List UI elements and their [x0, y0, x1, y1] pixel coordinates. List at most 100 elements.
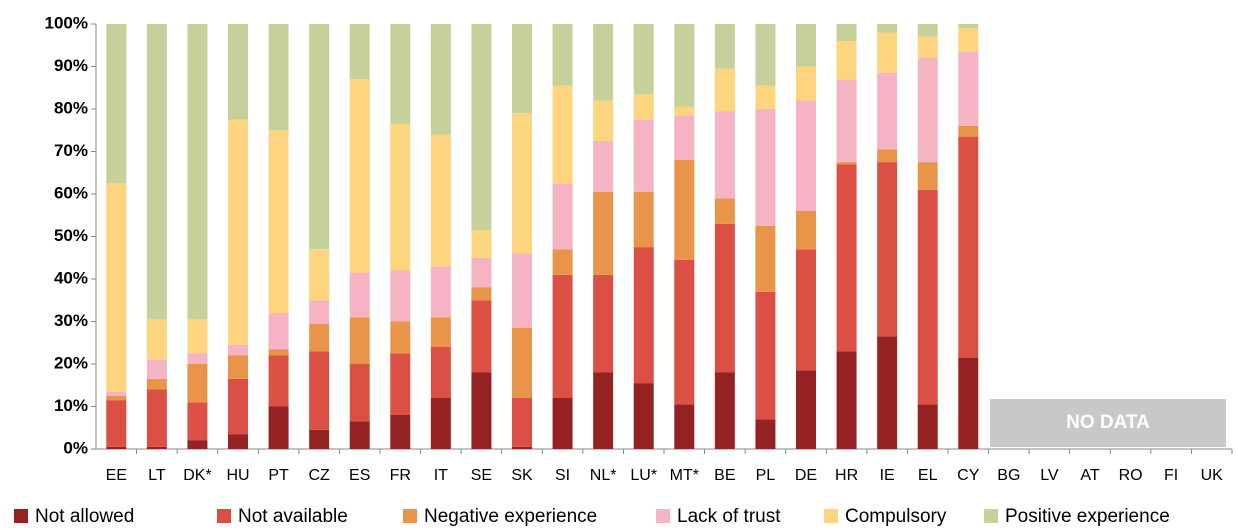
bar-segment: [633, 191, 654, 248]
bar-segment: [796, 249, 816, 371]
bar-segment: [877, 72, 898, 150]
x-tick-label: SE: [471, 467, 492, 484]
bar-segment: [877, 24, 898, 33]
bar-segment: [836, 351, 857, 449]
bar-segment: [714, 372, 735, 449]
bar-segment: [755, 419, 776, 449]
bar-segment: [228, 119, 248, 345]
x-tick-label: SK: [511, 467, 533, 484]
bar-segment: [796, 66, 816, 101]
bar-segment: [552, 85, 573, 184]
bar-segment: [430, 317, 451, 347]
bar-segment: [674, 259, 695, 405]
bar-segment: [512, 398, 532, 447]
legend-swatch: [824, 509, 838, 523]
bar-segment: [755, 291, 776, 420]
bar-segment: [268, 406, 289, 449]
bar-segment: [471, 372, 492, 449]
bar-segment: [146, 319, 167, 360]
bar-segment: [309, 24, 330, 250]
legend-label: Not allowed: [35, 506, 134, 527]
bar-segment: [349, 272, 370, 318]
bar-segment: [552, 249, 573, 275]
bar-segment: [349, 317, 370, 364]
bar-segment: [512, 327, 532, 398]
bar-segment: [958, 136, 979, 358]
bar-segment: [309, 429, 330, 449]
bar-segment: [268, 355, 289, 407]
bar-segment: [674, 106, 695, 116]
bar-segment: [593, 274, 614, 373]
x-tick-label: PT: [268, 467, 289, 484]
legend-swatch: [14, 509, 28, 523]
bar-segment: [146, 24, 167, 320]
bar-segment: [106, 395, 127, 401]
bar-segment: [593, 100, 614, 141]
bar-segment: [958, 126, 979, 137]
bar-segment: [633, 247, 654, 384]
bar-segment: [714, 198, 735, 224]
bar-segment: [958, 28, 979, 52]
bar-segment: [471, 287, 492, 301]
bar-segment: [106, 400, 127, 447]
y-tick-label: 40%: [54, 268, 88, 287]
x-tick-label: HU: [226, 467, 249, 484]
bar-segment: [512, 24, 532, 114]
x-tick-label: CZ: [308, 467, 330, 484]
legend-label: Negative experience: [424, 506, 597, 527]
legend-swatch: [403, 509, 417, 523]
bar-segment: [471, 300, 492, 373]
bar-segment: [228, 344, 248, 356]
y-tick-label: 90%: [54, 56, 88, 75]
bar-segment: [836, 164, 857, 352]
bar-segment: [552, 274, 573, 398]
y-tick-label: 30%: [54, 311, 88, 330]
bar-segment: [228, 434, 248, 449]
bar-segment: [106, 391, 127, 396]
bar-segment: [309, 249, 330, 301]
x-tick-label: LV: [1040, 467, 1059, 484]
y-tick-label: 100%: [45, 13, 88, 32]
x-tick-label: RO: [1119, 467, 1143, 484]
bar-segment: [836, 162, 857, 165]
bar-segment: [714, 223, 735, 373]
bar-segment: [228, 378, 248, 435]
annotation: NO DATA: [1066, 412, 1150, 433]
x-tick-label: BE: [714, 467, 735, 484]
bar-segment: [512, 253, 532, 328]
bar-segment: [593, 140, 614, 192]
bar-segment: [552, 24, 573, 86]
y-tick-label: 20%: [54, 353, 88, 372]
bar-segment: [674, 115, 695, 160]
bar-segment: [877, 149, 898, 163]
bar-segment: [309, 300, 330, 324]
bar-segment: [390, 353, 411, 415]
bar-segment: [633, 94, 654, 120]
bar-segment: [349, 421, 370, 449]
x-tick-label: IT: [434, 467, 448, 484]
bar-segment: [471, 257, 492, 288]
bar-segment: [309, 351, 330, 430]
bar-segment: [349, 364, 370, 422]
bar-segment: [390, 270, 411, 322]
y-tick-label: 0%: [63, 438, 88, 457]
bar-segment: [390, 321, 411, 354]
bar-segment: [512, 446, 532, 449]
y-tick-label: 10%: [54, 396, 88, 415]
bar-segment: [836, 79, 857, 163]
bar-segment: [187, 440, 208, 449]
bar-segment: [917, 36, 938, 58]
legend-label: Positive experience: [1005, 506, 1170, 527]
x-tick-label: DE: [795, 467, 817, 484]
bar-segment: [228, 24, 248, 120]
x-tick-label: ES: [349, 467, 370, 484]
bar-segment: [187, 319, 208, 354]
legend-label: Compulsory: [845, 506, 947, 527]
bar-segment: [877, 162, 898, 337]
x-tick-label: MT*: [670, 467, 699, 484]
bar-segment: [228, 355, 248, 379]
bar-segment: [958, 357, 979, 449]
bar-segment: [917, 24, 938, 37]
bar-segment: [917, 404, 938, 449]
